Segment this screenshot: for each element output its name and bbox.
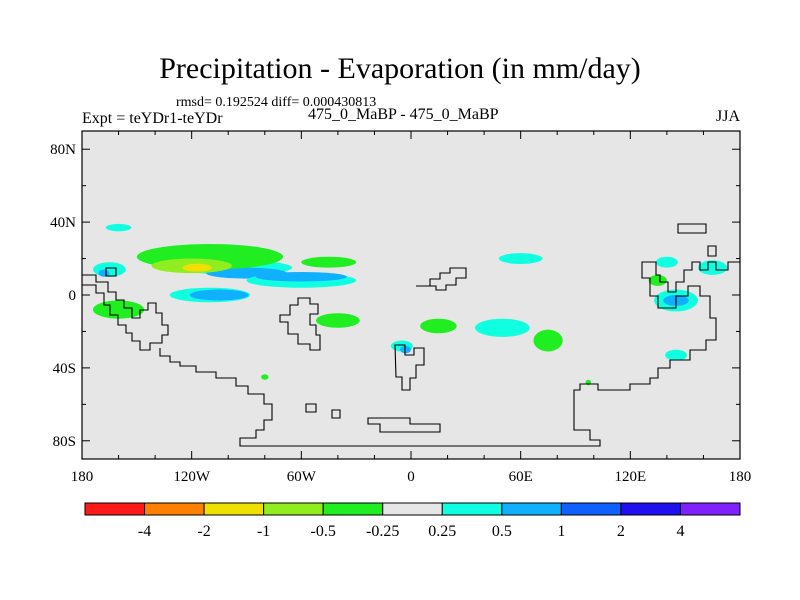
stats-label: rmsd= 0.192524 diff= 0.000430813 bbox=[176, 95, 377, 110]
coastline bbox=[159, 261, 740, 447]
period-label: 475_0_MaBP - 475_0_MaBP bbox=[308, 106, 499, 123]
coastline bbox=[707, 245, 717, 257]
coastline bbox=[305, 403, 317, 413]
experiment-label: Expt = teYDr1-teYDr bbox=[82, 110, 223, 127]
contour-region bbox=[92, 300, 145, 319]
x-tick-label: 180 bbox=[729, 469, 752, 485]
x-tick-label: 0 bbox=[407, 469, 415, 485]
colorbar-swatch bbox=[322, 502, 384, 516]
coastline bbox=[82, 274, 169, 351]
contour-region bbox=[189, 289, 249, 301]
contour-regions bbox=[92, 223, 728, 386]
colorbar-swatch bbox=[203, 502, 265, 516]
y-tick-label: 80N bbox=[50, 142, 76, 158]
contour-region bbox=[98, 269, 110, 277]
x-tick-label: 60E bbox=[509, 469, 533, 485]
x-tick-label: 120W bbox=[173, 469, 211, 485]
colorbar-swatch bbox=[501, 502, 562, 516]
y-tick-label: 80S bbox=[53, 434, 76, 450]
contour-region bbox=[255, 272, 348, 282]
colorbar-label: 0.5 bbox=[492, 523, 512, 540]
colorbar-swatch bbox=[560, 502, 622, 516]
colorbar-swatch bbox=[679, 502, 741, 516]
colorbar-swatch bbox=[263, 502, 324, 516]
colorbar-label: -2 bbox=[197, 523, 210, 540]
contour-region bbox=[648, 274, 667, 286]
season-label: JJA bbox=[715, 108, 740, 125]
coastline bbox=[394, 344, 425, 391]
colorbar-swatch bbox=[382, 502, 443, 516]
coastline bbox=[331, 409, 341, 419]
colorbar-label: 1 bbox=[557, 523, 565, 540]
contour-region bbox=[182, 263, 212, 272]
contour-region bbox=[261, 374, 269, 380]
contour-region bbox=[301, 256, 357, 268]
x-tick-label: 180 bbox=[71, 469, 94, 485]
y-tick-label: 0 bbox=[69, 288, 77, 304]
colorbar-label: -4 bbox=[138, 523, 151, 540]
colorbar-label: 2 bbox=[617, 523, 625, 540]
coastline bbox=[367, 417, 441, 433]
contour-region bbox=[420, 318, 457, 334]
coastline bbox=[105, 267, 117, 277]
coastline bbox=[416, 267, 467, 291]
contour-region bbox=[105, 223, 132, 232]
colorbar: -4 -2 -1 -0.5 -0.25 0.25 0.5 1 2 4 bbox=[84, 502, 741, 540]
contour-region bbox=[474, 318, 530, 337]
colorbar-swatch bbox=[84, 502, 146, 516]
x-tick-label: 120E bbox=[614, 469, 646, 485]
colorbar-swatch bbox=[441, 502, 503, 516]
colorbar-swatch bbox=[144, 502, 205, 516]
contour-region bbox=[533, 329, 563, 352]
colorbar-label: -1 bbox=[257, 523, 270, 540]
contour-region bbox=[697, 260, 728, 275]
colorbar-label: 4 bbox=[676, 523, 684, 540]
colorbar-label: -0.5 bbox=[311, 523, 336, 540]
coastline bbox=[677, 223, 707, 234]
y-tick-label: 40S bbox=[53, 361, 76, 377]
colorbar-label: -0.25 bbox=[366, 523, 399, 540]
contour-region bbox=[92, 262, 126, 277]
coastline bbox=[279, 297, 321, 351]
contour-region bbox=[315, 313, 360, 328]
continent-outlines bbox=[82, 223, 740, 447]
colorbar-swatch bbox=[620, 502, 681, 516]
axis-ticks: 180 120W 60W 0 60E 120E 180 80N 40N 0 40S 80S bbox=[50, 131, 751, 485]
chart-title: Precipitation - Evaporation (in mm/day) bbox=[159, 52, 641, 85]
contour-region bbox=[498, 253, 543, 265]
y-tick-label: 40N bbox=[50, 215, 76, 231]
colorbar-label: 0.25 bbox=[428, 523, 456, 540]
contour-region bbox=[655, 256, 678, 268]
contour-region bbox=[665, 349, 687, 361]
x-tick-label: 60W bbox=[287, 469, 317, 485]
